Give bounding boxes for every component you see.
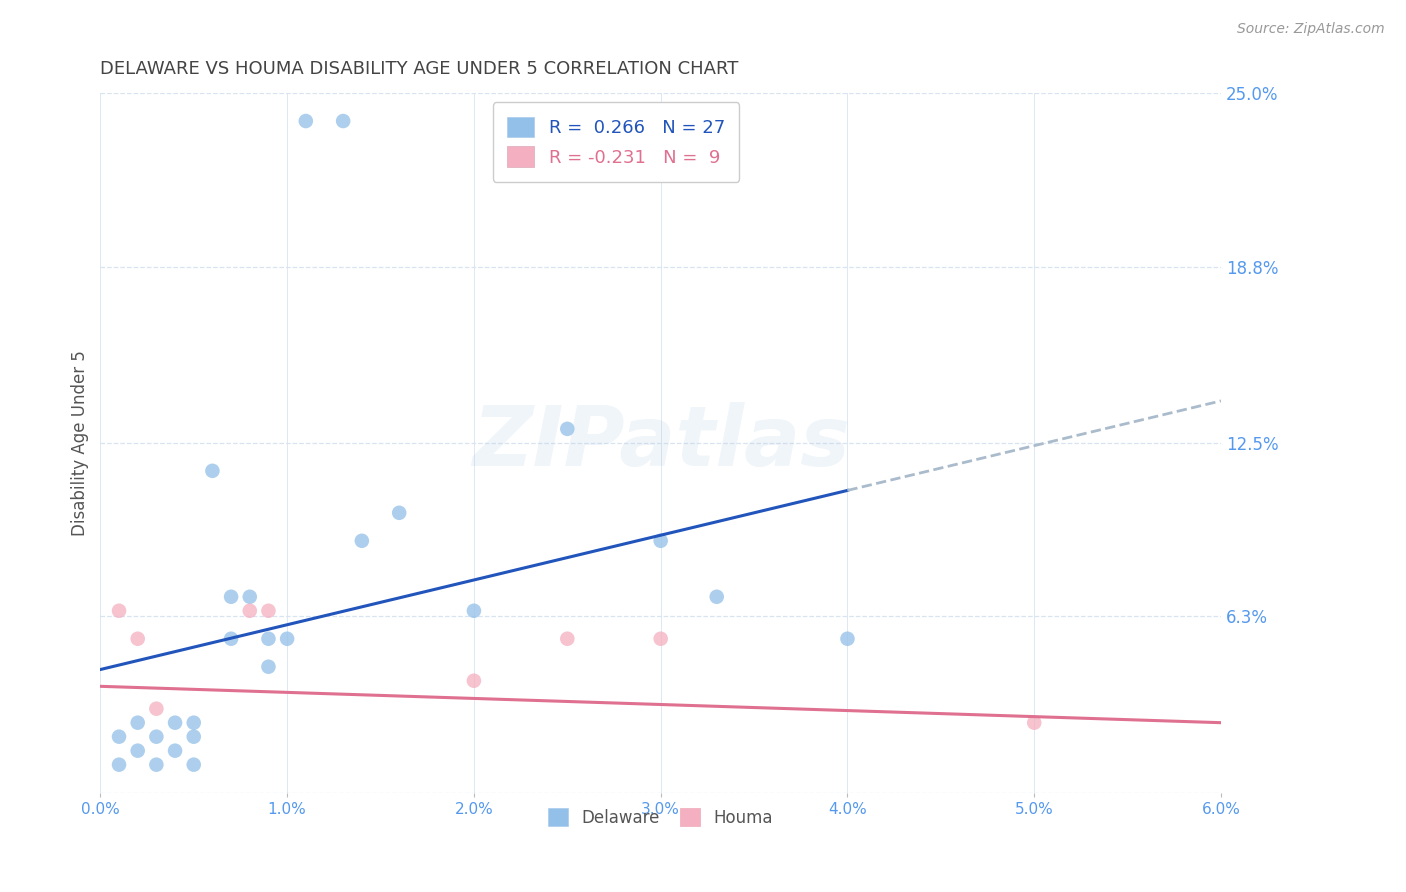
Point: [108, 757, 131, 772]
Point: [276, 632, 298, 646]
Point: [165, 744, 187, 758]
Text: Source: ZipAtlas.com: Source: ZipAtlas.com: [1237, 22, 1385, 37]
Text: DELAWARE VS HOUMA DISABILITY AGE UNDER 5 CORRELATION CHART: DELAWARE VS HOUMA DISABILITY AGE UNDER 5…: [100, 60, 738, 78]
Point: [127, 632, 149, 646]
Point: [183, 757, 205, 772]
Point: [295, 114, 318, 128]
Point: [350, 533, 373, 548]
Point: [239, 590, 262, 604]
Point: [555, 632, 578, 646]
Point: [219, 632, 242, 646]
Point: [145, 702, 167, 716]
Point: [127, 715, 149, 730]
Point: [145, 730, 167, 744]
Point: [1024, 715, 1046, 730]
Point: [650, 533, 672, 548]
Point: [555, 422, 578, 436]
Point: [145, 757, 167, 772]
Point: [165, 715, 187, 730]
Legend: Delaware, Houma: Delaware, Houma: [541, 802, 780, 833]
Point: [837, 632, 859, 646]
Point: [183, 715, 205, 730]
Point: [219, 590, 242, 604]
Point: [706, 590, 728, 604]
Point: [201, 464, 224, 478]
Point: [257, 632, 280, 646]
Y-axis label: Disability Age Under 5: Disability Age Under 5: [72, 350, 89, 536]
Point: [257, 659, 280, 673]
Text: ZIPatlas: ZIPatlas: [472, 402, 849, 483]
Point: [183, 730, 205, 744]
Point: [257, 604, 280, 618]
Point: [332, 114, 354, 128]
Point: [650, 632, 672, 646]
Point: [108, 604, 131, 618]
Point: [108, 730, 131, 744]
Point: [463, 673, 485, 688]
Point: [239, 604, 262, 618]
Point: [388, 506, 411, 520]
Point: [463, 604, 485, 618]
Point: [127, 744, 149, 758]
